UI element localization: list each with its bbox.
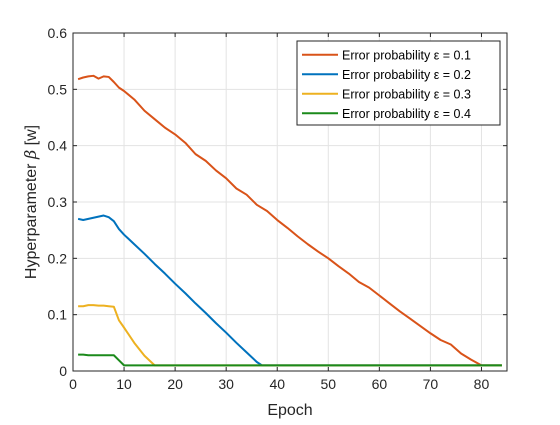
y-tick-label: 0.3: [48, 194, 68, 210]
x-tick-label: 60: [372, 376, 388, 392]
legend-label-2: Error probability ε = 0.2: [342, 68, 471, 82]
x-tick-label: 70: [423, 376, 439, 392]
x-tick-label: 50: [321, 376, 337, 392]
legend: Error probability ε = 0.1 Error probabili…: [296, 40, 501, 126]
x-tick-label: 10: [116, 376, 132, 392]
legend-label-3: Error probability ε = 0.3: [342, 87, 471, 101]
x-axis-label: Epoch: [267, 402, 312, 419]
y-tick-label: 0.4: [48, 138, 68, 154]
x-tick-label: 0: [69, 376, 77, 392]
x-tick-label: 20: [167, 376, 183, 392]
series-line-3: [78, 304, 502, 367]
series-line-4: [78, 353, 502, 367]
y-axis-label: Hyperparameter β [w]: [21, 125, 40, 279]
series-line-2: [77, 214, 502, 367]
y-tick-label: 0.6: [48, 25, 68, 41]
y-tick-label: 0.2: [48, 250, 68, 266]
x-tick-label: 80: [474, 376, 490, 392]
legend-box: [296, 40, 501, 126]
y-tick-label: 0.1: [48, 307, 68, 323]
legend-label-1: Error probability ε = 0.1: [342, 48, 471, 62]
y-tick-label: 0: [59, 363, 67, 379]
legend-label-4: Error probability ε = 0.4: [342, 107, 471, 121]
series-line-1: [77, 74, 502, 367]
x-tick-label: 40: [269, 376, 285, 392]
x-tick-label: 30: [218, 376, 234, 392]
y-tick-label: 0.5: [48, 81, 68, 97]
